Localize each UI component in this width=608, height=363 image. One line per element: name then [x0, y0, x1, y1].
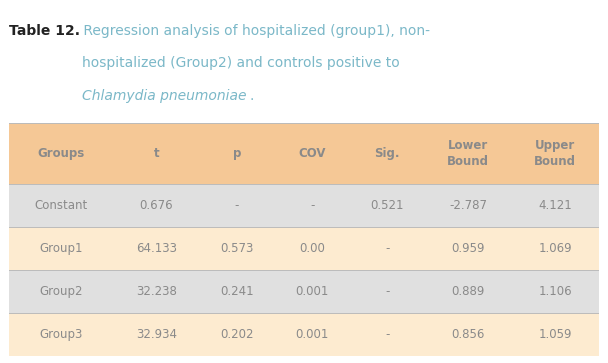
Text: 0.889: 0.889: [452, 285, 485, 298]
Text: 0.241: 0.241: [220, 285, 254, 298]
Text: p: p: [233, 147, 241, 160]
Text: 0.001: 0.001: [295, 285, 329, 298]
Text: t: t: [153, 147, 159, 160]
Text: Groups: Groups: [38, 147, 85, 160]
Text: Group1: Group1: [40, 242, 83, 255]
FancyBboxPatch shape: [9, 184, 599, 227]
Text: 32.934: 32.934: [136, 328, 177, 341]
Text: hospitalized (Group2) and controls positive to: hospitalized (Group2) and controls posit…: [82, 56, 400, 70]
Text: -: -: [235, 199, 239, 212]
Text: -2.787: -2.787: [449, 199, 487, 212]
Text: 32.238: 32.238: [136, 285, 177, 298]
Text: Constant: Constant: [35, 199, 88, 212]
Text: .: .: [249, 89, 254, 103]
Text: 0.00: 0.00: [299, 242, 325, 255]
Text: Group3: Group3: [40, 328, 83, 341]
Text: COV: COV: [299, 147, 326, 160]
Text: Upper
Bound: Upper Bound: [534, 139, 576, 168]
Text: 0.959: 0.959: [452, 242, 485, 255]
Text: 0.521: 0.521: [370, 199, 404, 212]
Text: 0.001: 0.001: [295, 328, 329, 341]
Text: Regression analysis of hospitalized (group1), non-: Regression analysis of hospitalized (gro…: [79, 24, 430, 38]
Text: 0.202: 0.202: [220, 328, 254, 341]
Text: 0.573: 0.573: [220, 242, 254, 255]
Text: Group2: Group2: [40, 285, 83, 298]
Text: -: -: [385, 328, 389, 341]
Text: 4.121: 4.121: [539, 199, 572, 212]
Text: Table 12.: Table 12.: [9, 24, 80, 38]
Text: Chlamydia pneumoniae: Chlamydia pneumoniae: [82, 89, 247, 103]
Text: 1.069: 1.069: [539, 242, 572, 255]
Text: -: -: [385, 285, 389, 298]
FancyBboxPatch shape: [9, 227, 599, 270]
Text: 1.059: 1.059: [539, 328, 572, 341]
FancyBboxPatch shape: [9, 123, 599, 184]
Text: 64.133: 64.133: [136, 242, 177, 255]
FancyBboxPatch shape: [9, 313, 599, 356]
Text: -: -: [310, 199, 314, 212]
Text: Lower
Bound: Lower Bound: [447, 139, 489, 168]
Text: 0.676: 0.676: [139, 199, 173, 212]
Text: -: -: [385, 242, 389, 255]
Text: 1.106: 1.106: [539, 285, 572, 298]
FancyBboxPatch shape: [9, 270, 599, 313]
Text: Sig.: Sig.: [375, 147, 400, 160]
Text: 0.856: 0.856: [452, 328, 485, 341]
